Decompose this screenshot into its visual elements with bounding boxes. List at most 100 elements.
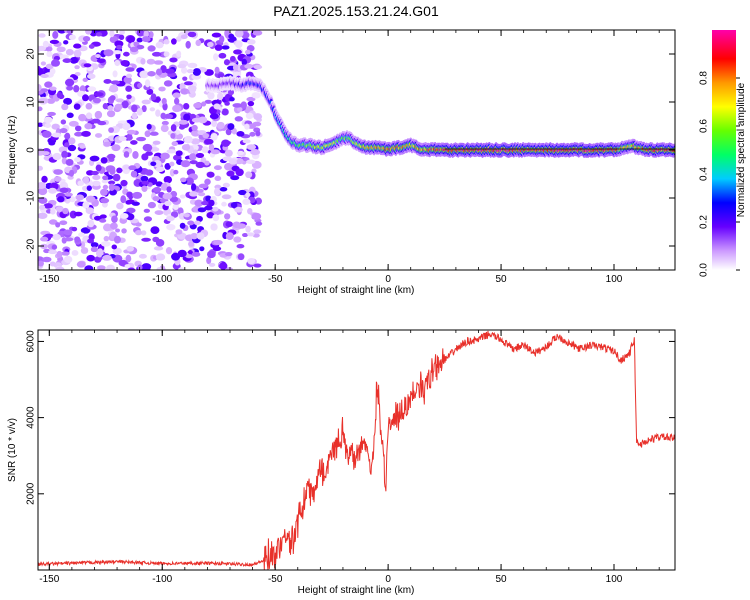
noise-cell <box>38 45 47 51</box>
y-tick-label: 2000 <box>26 482 37 505</box>
noise-cell <box>226 170 235 177</box>
x-tick-label: 100 <box>606 574 623 585</box>
noise-cell <box>116 167 123 174</box>
noise-cell <box>211 32 222 38</box>
noise-cell <box>68 120 79 127</box>
noise-cell <box>59 181 69 190</box>
noise-cell <box>150 93 157 101</box>
noise-cell <box>206 256 212 265</box>
noise-cell <box>170 124 177 132</box>
noise-cell <box>136 44 145 50</box>
noise-cell <box>190 138 201 145</box>
noise-cell <box>112 173 121 182</box>
noise-cell <box>232 103 243 108</box>
noise-cell <box>160 152 170 160</box>
noise-cell <box>224 149 233 157</box>
noise-cell <box>204 160 210 166</box>
noise-cell <box>45 63 54 70</box>
noise-cell <box>247 100 255 107</box>
noise-cell <box>132 151 139 159</box>
noise-cell <box>60 119 67 125</box>
noise-cell <box>63 255 73 264</box>
noise-cell <box>42 256 52 263</box>
noise-cell <box>136 30 145 37</box>
noise-cell <box>146 123 152 130</box>
noise-cell <box>40 61 47 66</box>
noise-cell <box>255 221 263 226</box>
noise-cell <box>136 108 143 116</box>
noise-cell <box>201 101 207 107</box>
noise-cell <box>183 135 193 144</box>
noise-cell <box>91 170 99 176</box>
noise-cell <box>139 70 149 79</box>
noise-cell <box>155 181 163 187</box>
noise-cell <box>59 127 68 134</box>
noise-cell <box>184 81 194 86</box>
noise-cell <box>241 58 248 66</box>
noise-cell <box>111 215 118 223</box>
noise-cell <box>164 68 175 74</box>
noise-cell <box>109 84 119 93</box>
noise-cell <box>48 219 58 225</box>
noise-cell <box>153 60 164 65</box>
y-tick-label: 6000 <box>26 330 37 353</box>
noise-cell <box>237 107 243 112</box>
colorbar-gradient <box>712 30 736 270</box>
noise-cell <box>189 191 198 197</box>
noise-cell <box>204 99 213 104</box>
noise-cell <box>155 41 164 49</box>
noise-cell <box>163 51 170 57</box>
noise-cell <box>152 186 162 193</box>
y-tick-label: 20 <box>26 48 37 60</box>
noise-cell <box>180 88 190 95</box>
noise-cell <box>213 239 223 246</box>
spectrogram-ridge-layer <box>205 75 675 158</box>
noise-cell <box>143 216 153 222</box>
noise-cell <box>94 133 103 138</box>
noise-cell <box>48 140 56 146</box>
x-tick-label: 100 <box>606 274 623 285</box>
noise-cell <box>96 58 106 64</box>
snr-x-label: Height of straight line (km) <box>298 585 415 596</box>
noise-cell <box>103 223 112 232</box>
noise-cell <box>85 30 92 35</box>
noise-cell <box>41 175 48 183</box>
noise-cell <box>109 222 118 230</box>
noise-cell <box>126 245 134 252</box>
noise-cell <box>91 118 101 124</box>
noise-cell <box>173 169 179 175</box>
x-tick-label: 0 <box>385 574 391 585</box>
noise-cell <box>102 184 109 190</box>
noise-cell <box>180 34 188 39</box>
noise-cell <box>164 113 174 119</box>
noise-cell <box>253 263 262 268</box>
noise-cell <box>101 179 109 184</box>
noise-cell <box>146 88 154 95</box>
noise-cell <box>227 123 235 131</box>
noise-cell <box>109 167 116 175</box>
noise-cell <box>43 116 53 124</box>
noise-cell <box>202 133 210 139</box>
noise-cell <box>138 253 147 259</box>
noise-cell <box>162 193 173 200</box>
noise-cell <box>75 194 84 201</box>
noise-cell <box>206 171 215 178</box>
noise-cell <box>96 265 106 270</box>
noise-cell <box>134 230 143 236</box>
noise-cell <box>189 160 198 165</box>
noise-cell <box>144 79 151 88</box>
noise-cell <box>204 205 213 211</box>
noise-cell <box>144 130 151 138</box>
noise-cell <box>87 219 95 228</box>
noise-cell <box>195 152 205 158</box>
noise-cell <box>170 132 176 139</box>
noise-cell <box>136 136 147 142</box>
noise-cell <box>65 158 74 166</box>
noise-cell <box>38 106 43 112</box>
noise-cell <box>197 207 207 213</box>
noise-cell <box>92 97 101 104</box>
noise-cell <box>210 149 220 155</box>
noise-cell <box>203 138 214 145</box>
